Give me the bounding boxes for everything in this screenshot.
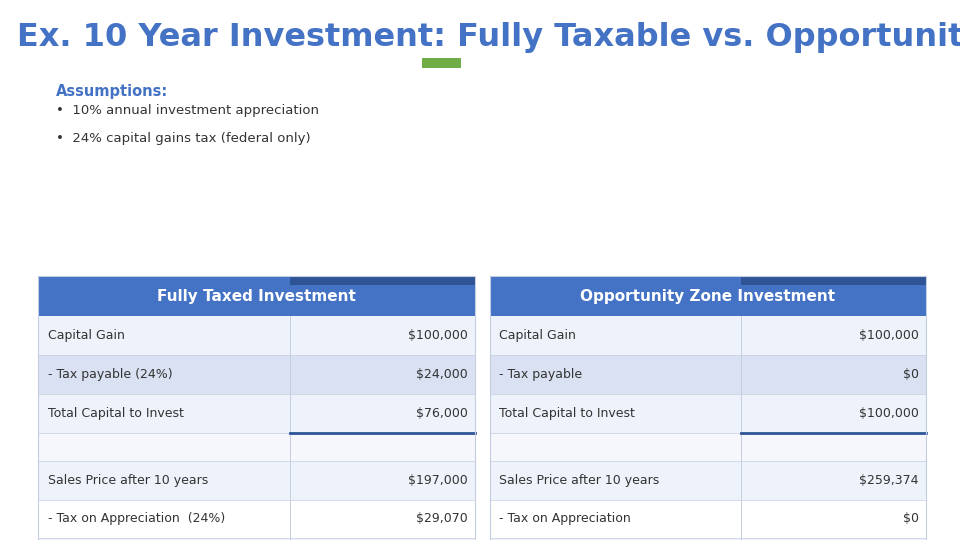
Bar: [38, 316, 475, 355]
Bar: [38, 433, 475, 461]
Text: $76,000: $76,000: [416, 407, 468, 420]
Text: Sales Price after 10 years: Sales Price after 10 years: [499, 474, 660, 487]
Bar: [490, 538, 926, 540]
Text: $0: $0: [902, 368, 919, 381]
Bar: [490, 316, 926, 355]
Text: •  24% capital gains tax (federal only): • 24% capital gains tax (federal only): [56, 132, 310, 145]
Bar: [38, 461, 475, 500]
Text: - Tax on Appreciation: - Tax on Appreciation: [499, 512, 631, 525]
Text: $259,374: $259,374: [859, 474, 919, 487]
Bar: [38, 500, 475, 538]
Bar: [422, 58, 461, 68]
Text: Capital Gain: Capital Gain: [48, 329, 125, 342]
Bar: [38, 538, 475, 540]
Text: Capital Gain: Capital Gain: [499, 329, 576, 342]
Text: $24,000: $24,000: [416, 368, 468, 381]
Text: •  10% annual investment appreciation: • 10% annual investment appreciation: [56, 104, 319, 117]
Text: Fully Taxed Investment: Fully Taxed Investment: [157, 289, 356, 303]
Text: Assumptions:: Assumptions:: [56, 84, 168, 99]
Text: Total Capital to Invest: Total Capital to Invest: [499, 407, 636, 420]
Bar: [490, 355, 926, 394]
Text: Total Capital to Invest: Total Capital to Invest: [48, 407, 184, 420]
Bar: [490, 276, 926, 316]
Text: - Tax payable (24%): - Tax payable (24%): [48, 368, 173, 381]
Bar: [741, 276, 926, 285]
Text: $100,000: $100,000: [859, 407, 919, 420]
Text: Ex. 10 Year Investment: Fully Taxable vs. Opportunity Zone Fund: Ex. 10 Year Investment: Fully Taxable vs…: [17, 22, 960, 53]
Bar: [490, 500, 926, 538]
Bar: [290, 276, 475, 285]
Text: $100,000: $100,000: [859, 329, 919, 342]
Text: - Tax payable: - Tax payable: [499, 368, 583, 381]
Text: Opportunity Zone Investment: Opportunity Zone Investment: [581, 289, 835, 303]
Bar: [490, 461, 926, 500]
Bar: [38, 355, 475, 394]
Text: $100,000: $100,000: [408, 329, 468, 342]
Bar: [38, 276, 475, 316]
Bar: [38, 276, 475, 540]
Text: $0: $0: [902, 512, 919, 525]
Text: Sales Price after 10 years: Sales Price after 10 years: [48, 474, 208, 487]
Bar: [38, 394, 475, 433]
Text: $197,000: $197,000: [408, 474, 468, 487]
Bar: [490, 394, 926, 433]
Bar: [490, 276, 926, 540]
Bar: [490, 433, 926, 461]
Text: $29,070: $29,070: [416, 512, 468, 525]
Text: - Tax on Appreciation  (24%): - Tax on Appreciation (24%): [48, 512, 226, 525]
